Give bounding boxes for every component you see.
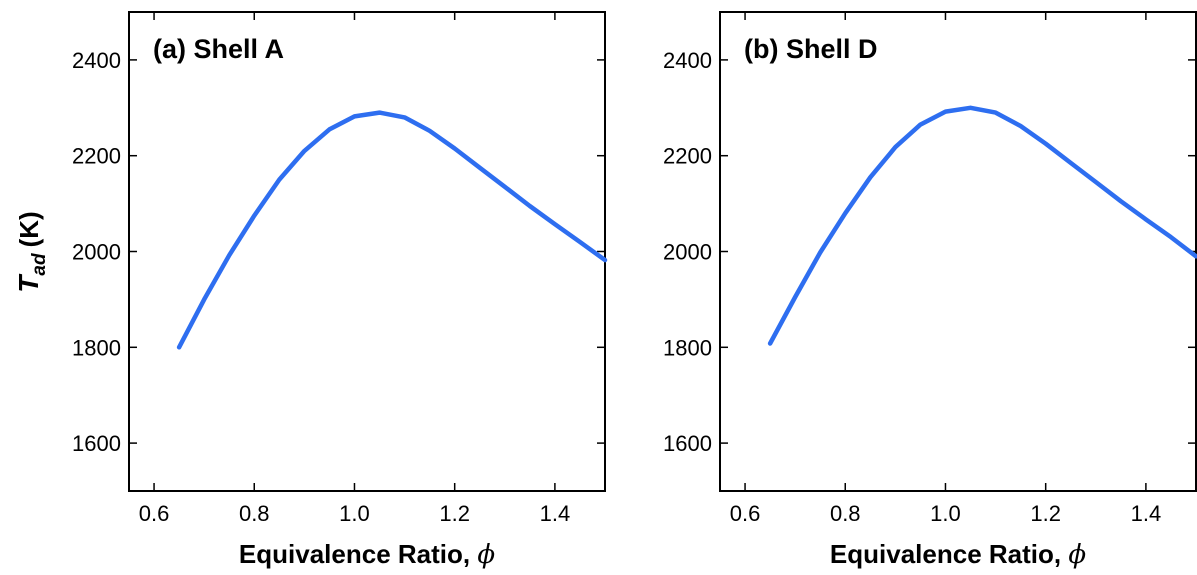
x-tick-label: 1.0 — [339, 501, 370, 526]
y-axis-label: Tad (K) — [13, 211, 50, 292]
x-tick-label: 0.8 — [239, 501, 270, 526]
x-tick-label: 0.8 — [830, 501, 861, 526]
x-tick-label: 0.6 — [730, 501, 761, 526]
series-line-shell-d — [767, 105, 1197, 346]
x-tick-label: 1.2 — [1030, 501, 1061, 526]
y-tick-label: 2000 — [72, 240, 121, 265]
y-tick-label: 2200 — [72, 144, 121, 169]
x-axis-label-symbol: ϕ — [477, 540, 495, 570]
x-axis-label: Equivalence Ratio, ϕ — [830, 539, 1086, 570]
x-tick-label: 1.0 — [930, 501, 961, 526]
y-tick-label: 1800 — [663, 335, 712, 360]
panel-shell-a: 0.6 0.8 1.0 1.2 1.4 1600 1800 2000 2200 2400 (a) S… — [72, 11, 608, 570]
x-axis-label-text: Equivalence Ratio, — [830, 539, 1068, 569]
y-axis-label-unit: (K) — [14, 211, 44, 247]
x-tick-label: 1.4 — [540, 501, 571, 526]
x-tick-label: 0.6 — [139, 501, 170, 526]
panel-title: (a) Shell A — [153, 34, 284, 64]
x-axis-label: Equivalence Ratio, ϕ — [239, 539, 495, 570]
y-tick-label: 2400 — [72, 48, 121, 73]
y-tick-label: 2400 — [663, 48, 712, 73]
y-tick-label: 2000 — [663, 240, 712, 265]
panel-shell-d: 0.6 0.8 1.0 1.2 1.4 1600 1800 2000 2200 2400 (b) S… — [663, 11, 1197, 570]
plot-frame-shell-a — [128, 11, 606, 492]
y-tick-label: 1800 — [72, 335, 121, 360]
x-axis-label-symbol: ϕ — [1068, 540, 1086, 570]
y-tick-label: 1600 — [72, 431, 121, 456]
y-axis-label-subscript: ad — [29, 253, 50, 276]
y-tick-label: 1600 — [663, 431, 712, 456]
x-tick-label: 1.4 — [1131, 501, 1162, 526]
plot-frame-shell-d — [719, 11, 1197, 492]
series-line-shell-a — [176, 110, 608, 350]
x-axis-label-text: Equivalence Ratio, — [239, 539, 477, 569]
y-axis-label-symbol: T — [13, 273, 44, 293]
x-tick-label: 1.2 — [439, 501, 470, 526]
panel-title: (b) Shell D — [744, 34, 878, 64]
y-tick-label: 2200 — [663, 144, 712, 169]
